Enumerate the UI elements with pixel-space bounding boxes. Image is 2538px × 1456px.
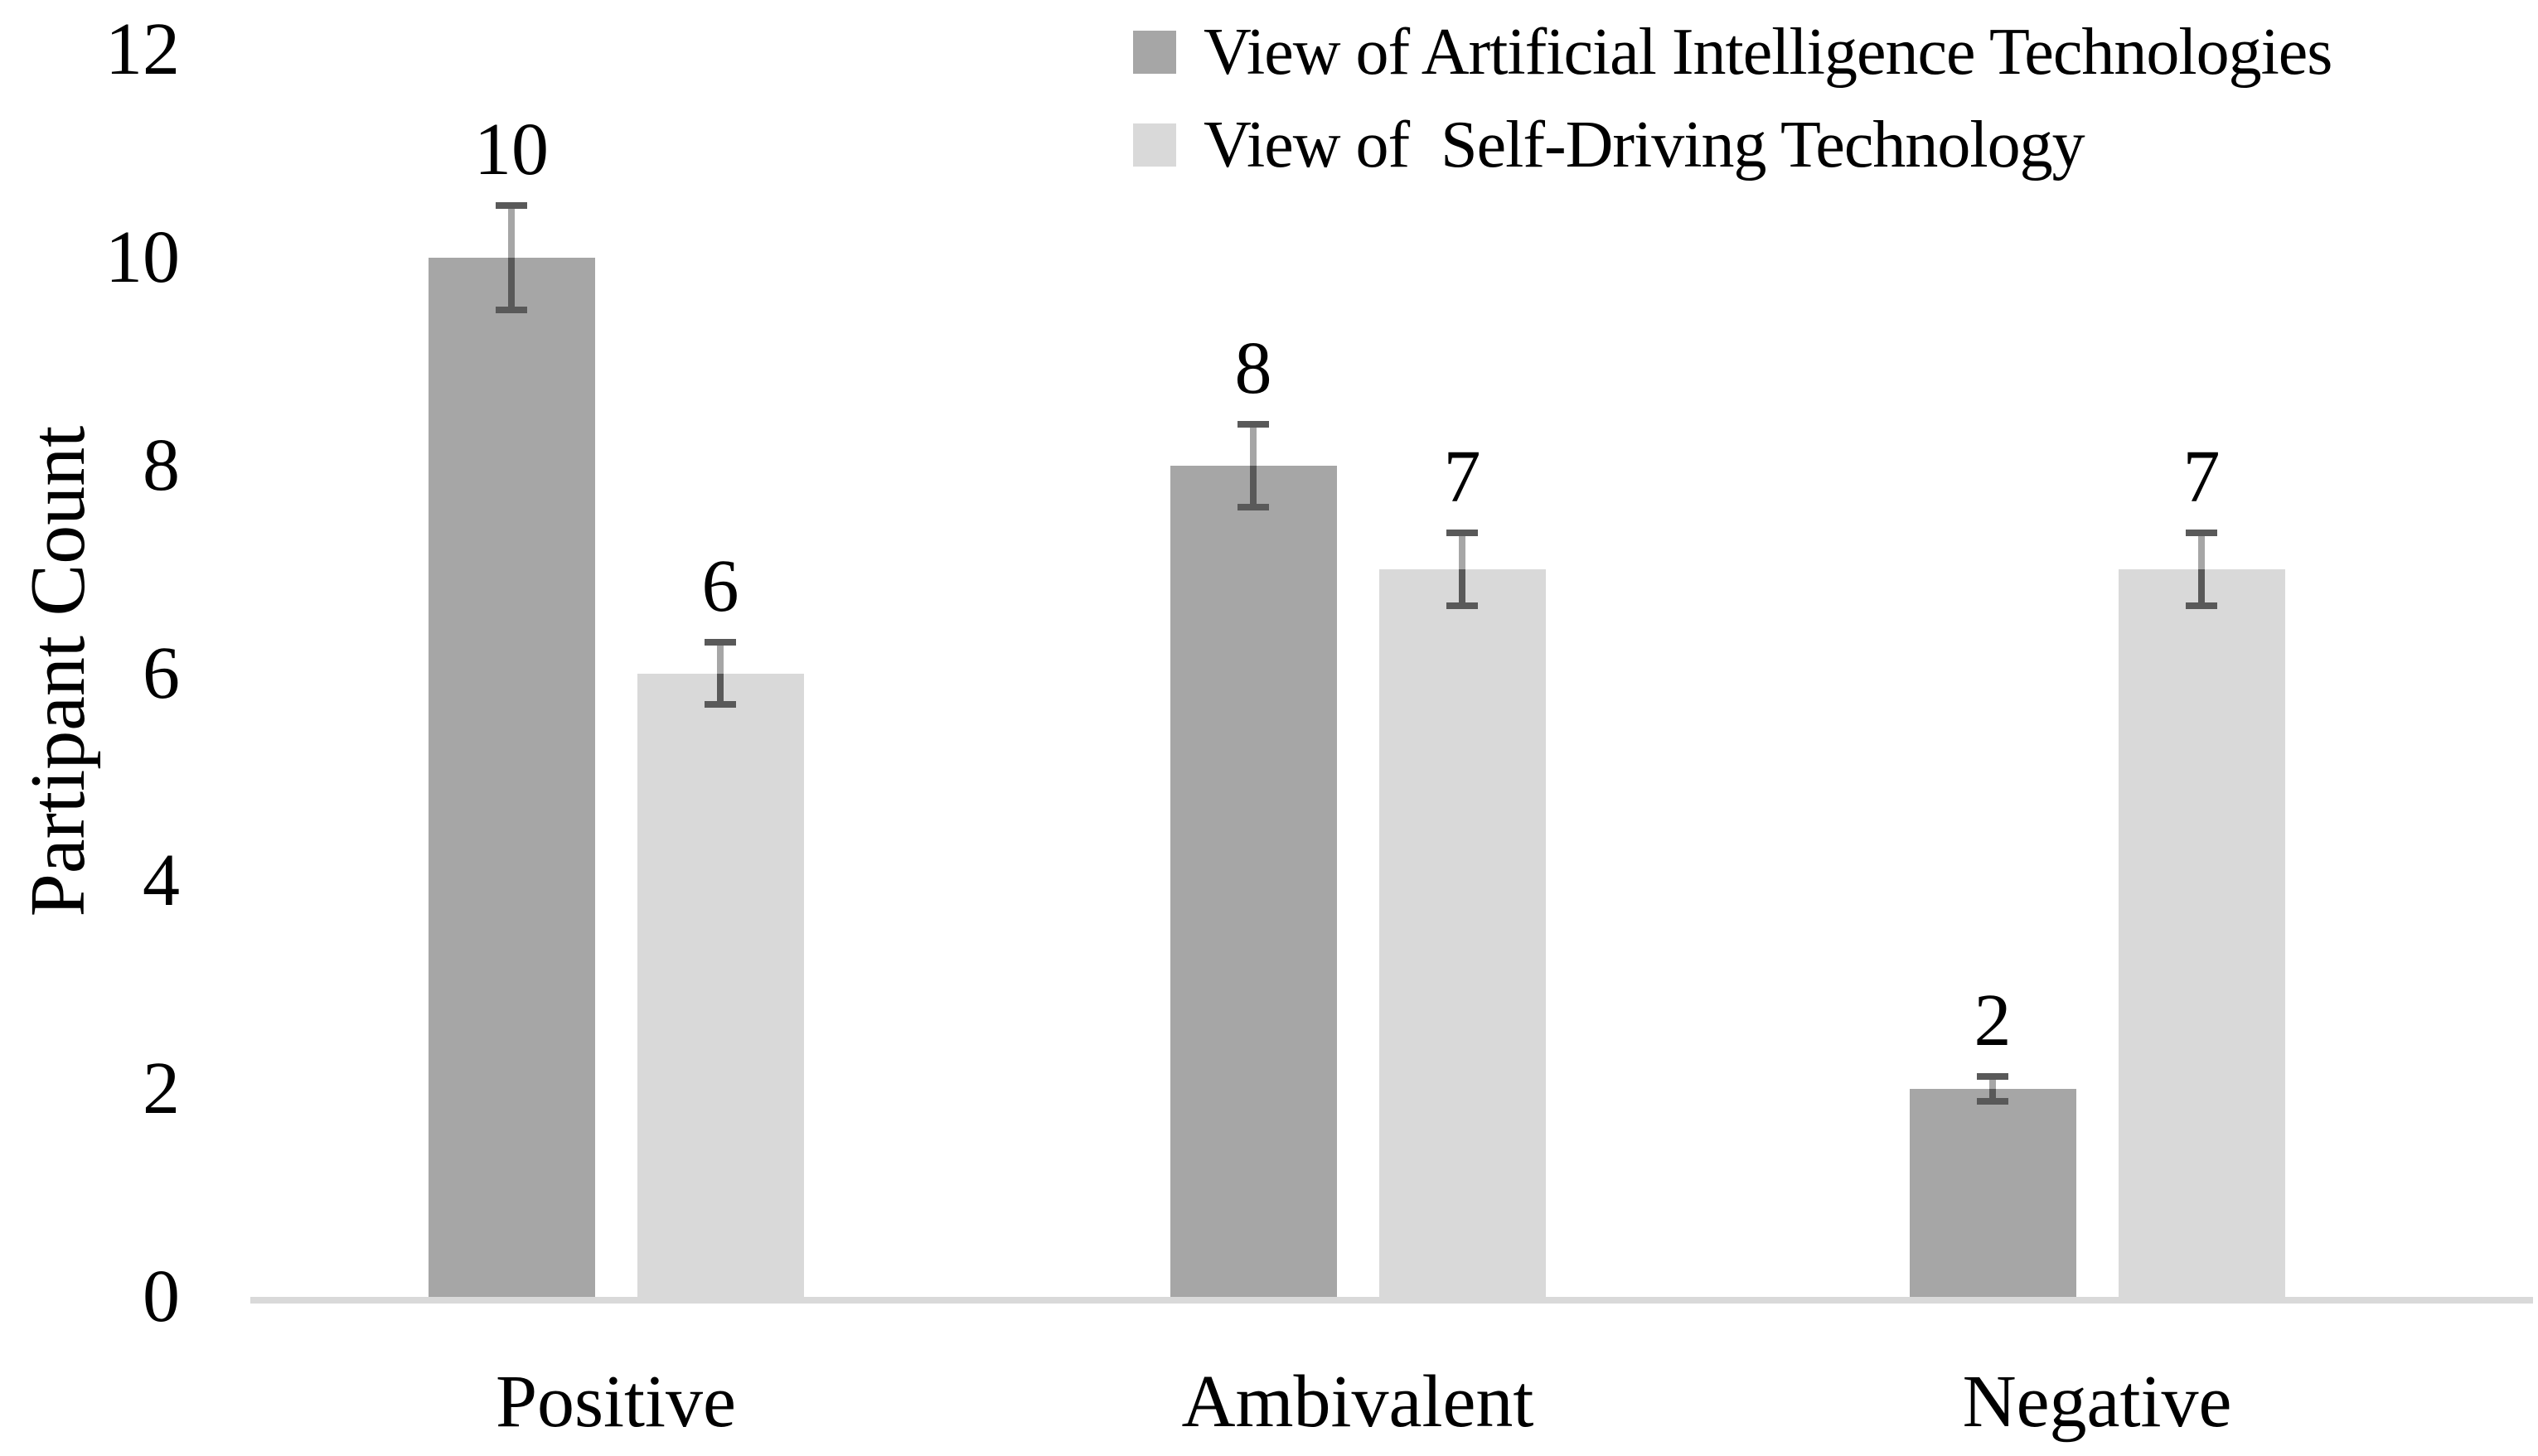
bar-negative-series1 xyxy=(1909,1089,2076,1297)
error-line-lower-ambivalent-series2 xyxy=(1459,569,1465,603)
error-cap-bottom-negative-series2 xyxy=(2186,602,2217,610)
x-axis-line xyxy=(250,1297,2533,1304)
x-label-negative: Negative xyxy=(1962,1361,2232,1443)
legend-swatch-selfdriving xyxy=(1133,123,1176,167)
bar-ambivalent-series2 xyxy=(1378,569,1546,1297)
legend-item-selfdriving: View of Self-Driving Technology xyxy=(1133,99,2332,191)
bar-positive-series2 xyxy=(637,673,804,1297)
legend-item-ai: View of Artificial Intelligence Technolo… xyxy=(1133,7,2332,98)
data-label-negative-series1: 2 xyxy=(1974,980,2012,1062)
bar-negative-series2 xyxy=(2118,569,2285,1297)
error-cap-bottom-positive-series1 xyxy=(496,306,527,313)
error-line-lower-positive-series1 xyxy=(508,258,515,307)
legend-label-ai: View of Artificial Intelligence Technolo… xyxy=(1204,15,2332,89)
data-label-ambivalent-series2: 7 xyxy=(1443,436,1481,519)
error-line-lower-positive-series2 xyxy=(717,673,724,702)
y-tick-label-8: 8 xyxy=(143,423,180,506)
x-label-ambivalent: Ambivalent xyxy=(1181,1361,1534,1443)
error-cap-top-negative-series2 xyxy=(2186,530,2217,537)
error-cap-bottom-ambivalent-series1 xyxy=(1238,503,1269,510)
error-line-upper-negative-series2 xyxy=(2198,536,2205,570)
error-cap-bottom-positive-series2 xyxy=(705,701,736,709)
error-cap-bottom-ambivalent-series2 xyxy=(1446,602,1478,610)
error-cap-top-positive-series1 xyxy=(496,202,527,210)
error-cap-bottom-negative-series1 xyxy=(1977,1098,2008,1105)
error-line-upper-positive-series2 xyxy=(717,645,724,674)
y-tick-label-12: 12 xyxy=(105,8,180,91)
y-tick-label-0: 0 xyxy=(143,1255,180,1337)
x-label-positive: Positive xyxy=(495,1361,737,1443)
error-line-lower-negative-series1 xyxy=(1989,1089,1996,1099)
data-label-positive-series2: 6 xyxy=(701,544,739,627)
error-line-lower-ambivalent-series1 xyxy=(1250,465,1257,504)
bar-ambivalent-series1 xyxy=(1170,465,1337,1297)
error-line-upper-positive-series1 xyxy=(508,209,515,258)
error-line-lower-negative-series2 xyxy=(2198,569,2205,603)
data-label-ambivalent-series1: 8 xyxy=(1234,327,1272,409)
error-cap-top-ambivalent-series2 xyxy=(1446,530,1478,537)
legend-label-selfdriving: View of Self-Driving Technology xyxy=(1204,108,2085,181)
error-line-upper-negative-series1 xyxy=(1989,1080,1996,1090)
error-line-upper-ambivalent-series2 xyxy=(1459,536,1465,570)
data-label-positive-series1: 10 xyxy=(474,109,549,191)
y-tick-label-6: 6 xyxy=(143,631,180,714)
error-cap-top-ambivalent-series1 xyxy=(1238,420,1269,428)
y-tick-label-2: 2 xyxy=(143,1047,180,1130)
error-cap-top-negative-series1 xyxy=(1977,1073,2008,1081)
y-tick-label-10: 10 xyxy=(105,216,180,298)
y-tick-label-4: 4 xyxy=(143,839,180,922)
bar-positive-series1 xyxy=(428,258,595,1297)
legend-swatch-ai xyxy=(1133,31,1176,74)
error-cap-top-positive-series2 xyxy=(705,638,736,646)
legend: View of Artificial Intelligence Technolo… xyxy=(1133,7,2332,191)
error-line-upper-ambivalent-series1 xyxy=(1250,427,1257,466)
data-label-negative-series2: 7 xyxy=(2182,436,2221,519)
